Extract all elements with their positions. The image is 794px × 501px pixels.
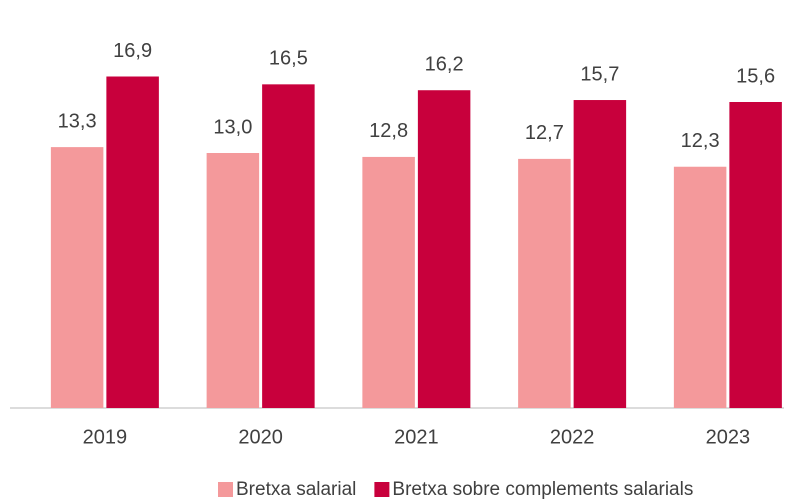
data-label: 13,0 xyxy=(213,116,252,138)
bar xyxy=(362,156,415,408)
legend-swatch xyxy=(374,482,390,497)
data-label: 12,7 xyxy=(525,122,564,144)
legend-label: Bretxa salarial xyxy=(236,479,356,500)
x-tick-label: 2020 xyxy=(238,426,283,448)
data-label: 16,9 xyxy=(113,40,152,62)
data-label: 12,8 xyxy=(369,120,408,142)
data-label: 13,3 xyxy=(58,110,97,132)
bar xyxy=(50,147,104,408)
x-tick-label: 2019 xyxy=(83,426,128,448)
bar xyxy=(573,100,627,409)
legend-label: Bretxa sobre complements salarials xyxy=(392,479,693,500)
bar xyxy=(729,102,782,408)
bar xyxy=(518,158,571,408)
bar xyxy=(417,90,471,408)
data-label: 15,6 xyxy=(736,65,775,87)
bar xyxy=(262,84,315,408)
data-label: 16,2 xyxy=(425,54,464,76)
bar xyxy=(106,76,159,408)
data-label: 12,3 xyxy=(681,130,720,152)
data-label: 16,5 xyxy=(269,48,308,70)
x-tick-label: 2023 xyxy=(706,426,751,448)
bar xyxy=(673,166,727,408)
bar xyxy=(206,153,260,408)
x-tick-label: 2021 xyxy=(394,426,439,448)
data-label: 15,7 xyxy=(580,63,619,85)
legend-swatch xyxy=(218,482,233,497)
x-tick-label: 2022 xyxy=(550,426,595,448)
